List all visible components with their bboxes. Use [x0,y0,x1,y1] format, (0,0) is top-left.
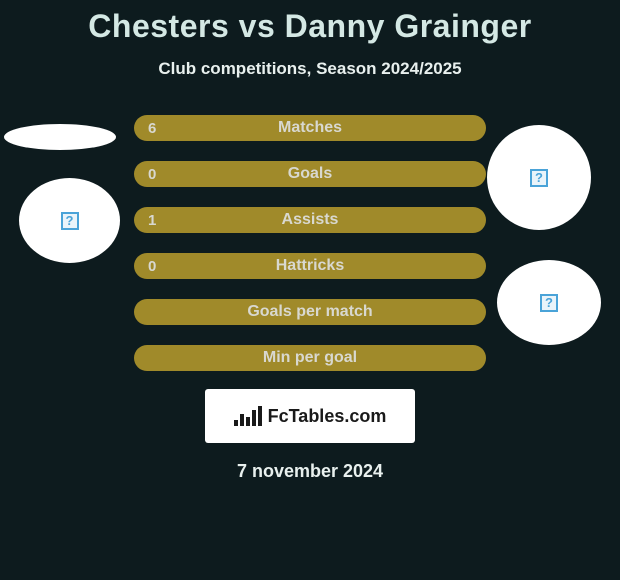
player-avatar-left: ? [19,178,120,263]
date-label: 7 november 2024 [0,461,620,482]
question-icon: ? [530,169,548,187]
stat-value: 0 [148,166,156,183]
logo-box: FcTables.com [205,389,415,443]
stat-label: Goals per match [134,303,486,321]
subtitle: Club competitions, Season 2024/2025 [0,59,620,79]
stat-bar-goals: 0 Goals [134,161,486,187]
stat-label: Min per goal [134,349,486,367]
stat-bar-hattricks: 0 Hattricks [134,253,486,279]
stat-bar-assists: 1 Assists [134,207,486,233]
player-avatar-right-1: ? [487,125,591,230]
stat-label: Hattricks [134,257,486,275]
logo-chart-icon [234,406,262,426]
stat-value: 6 [148,120,156,137]
stat-bar-matches: 6 Matches [134,115,486,141]
stat-label: Assists [134,211,486,229]
question-icon: ? [61,212,79,230]
decorative-ellipse [4,124,116,150]
stat-value: 0 [148,258,156,275]
question-icon: ? [540,294,558,312]
player-avatar-right-2: ? [497,260,601,345]
stat-bar-goals-per-match: Goals per match [134,299,486,325]
stat-value: 1 [148,212,156,229]
stat-bars: 6 Matches 0 Goals 1 Assists 0 Hattricks … [134,115,486,371]
stat-label: Goals [134,165,486,183]
page-title: Chesters vs Danny Grainger [0,0,620,45]
logo-text: FcTables.com [268,406,387,427]
stat-bar-min-per-goal: Min per goal [134,345,486,371]
stat-label: Matches [134,119,486,137]
